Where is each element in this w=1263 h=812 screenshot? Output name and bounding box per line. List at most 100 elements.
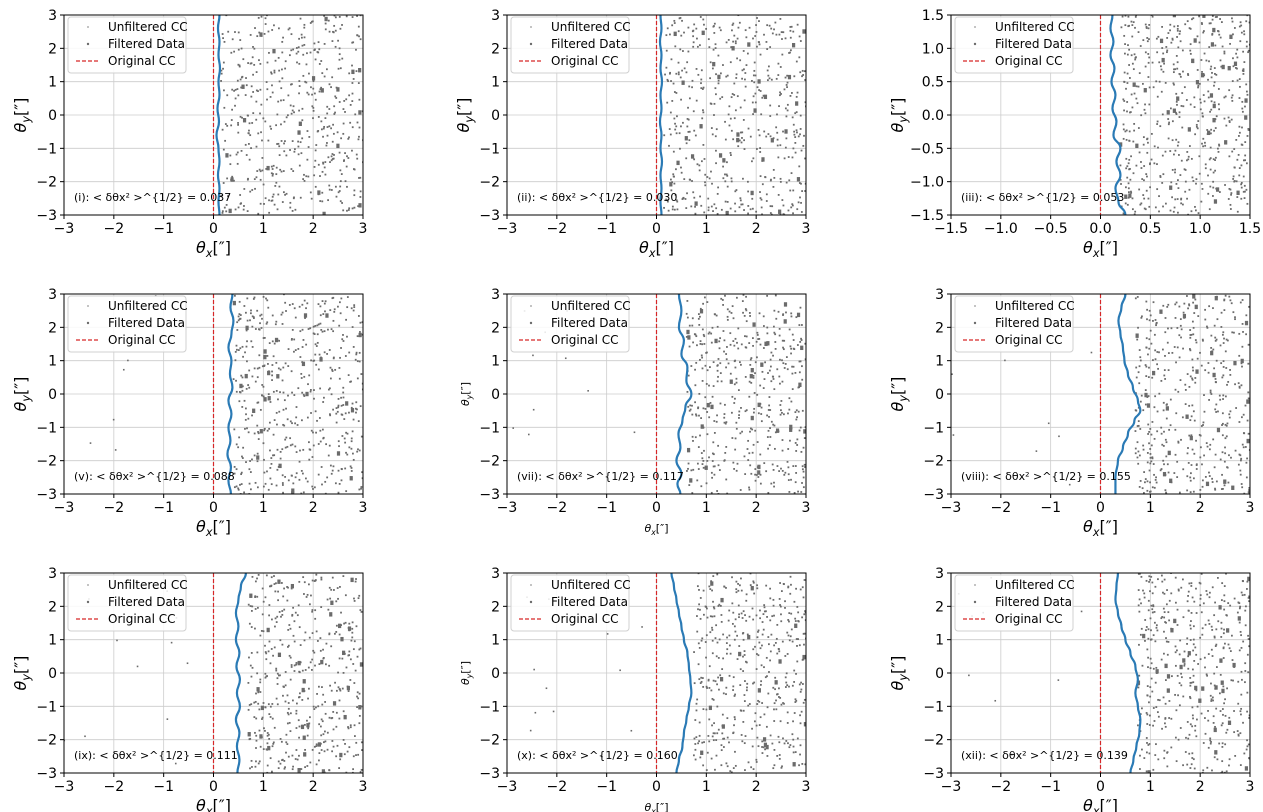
legend-box (510, 16, 630, 74)
data-point (1213, 129, 1215, 132)
data-point (782, 737, 784, 740)
data-point (233, 486, 236, 489)
data-point (686, 192, 688, 195)
data-point (723, 421, 726, 424)
data-point (1189, 49, 1192, 52)
data-point (1128, 158, 1131, 161)
data-point (788, 620, 790, 623)
data-point (281, 51, 284, 54)
data-point (757, 79, 761, 84)
data-point (294, 476, 297, 479)
data-point (1218, 605, 1222, 610)
data-point (1196, 705, 1199, 708)
data-point (784, 76, 787, 79)
data-point (1222, 331, 1225, 334)
data-point (729, 207, 732, 210)
data-point (308, 448, 311, 451)
data-point (293, 150, 296, 153)
data-point (1191, 596, 1194, 599)
data-point (231, 88, 234, 91)
x-tick-label: 1 (259, 221, 268, 237)
data-point (1214, 16, 1217, 18)
data-point (251, 325, 254, 328)
data-point (691, 30, 694, 33)
data-point (742, 177, 744, 180)
data-point (329, 377, 332, 380)
data-point (682, 197, 684, 200)
data-point (754, 429, 757, 432)
data-point (1204, 318, 1207, 321)
data-point (343, 437, 346, 440)
data-point (713, 732, 716, 735)
data-point (1199, 456, 1202, 459)
data-point (733, 402, 736, 404)
data-point (1224, 140, 1228, 145)
data-point (762, 628, 765, 631)
data-point (1145, 751, 1148, 754)
x-tick-label: −1 (153, 779, 174, 795)
data-point (259, 691, 262, 693)
data-point (361, 477, 363, 480)
data-point (781, 411, 783, 414)
data-point (277, 599, 279, 602)
data-point (351, 69, 355, 75)
data-point (1191, 448, 1194, 451)
data-point (702, 460, 705, 462)
data-point (303, 313, 308, 318)
data-point (242, 208, 245, 211)
data-point (1207, 362, 1210, 364)
data-point (289, 104, 292, 107)
data-point (318, 90, 321, 93)
y-tick-label: −1 (479, 420, 500, 436)
data-point (790, 478, 792, 481)
data-point (358, 594, 361, 597)
data-point (269, 585, 271, 588)
data-point (1176, 198, 1179, 200)
data-point (319, 637, 322, 639)
data-point (250, 675, 253, 678)
data-point (739, 684, 742, 686)
data-point (769, 365, 772, 368)
data-point (752, 581, 755, 584)
data-point (749, 464, 752, 467)
data-point (276, 615, 279, 618)
data-point (330, 588, 333, 591)
data-point (1035, 450, 1038, 452)
data-point (1200, 182, 1203, 185)
data-point (312, 106, 315, 109)
data-point (336, 744, 339, 747)
data-point (1211, 655, 1214, 657)
data-point (671, 205, 674, 208)
data-point (717, 358, 720, 360)
data-point (1144, 481, 1146, 484)
data-point (288, 721, 291, 724)
data-point (264, 197, 267, 200)
data-point (324, 480, 327, 483)
data-point (1172, 71, 1175, 74)
data-point (356, 335, 359, 338)
data-point (789, 49, 792, 52)
data-point (719, 72, 722, 75)
data-point (1217, 147, 1219, 150)
data-point (256, 651, 259, 654)
data-point (1192, 410, 1195, 413)
data-point (1223, 50, 1226, 53)
data-point (257, 212, 260, 215)
data-point (1246, 93, 1249, 96)
data-point (223, 206, 226, 209)
data-point (1137, 31, 1140, 34)
data-point (1153, 611, 1156, 613)
data-point (1189, 435, 1193, 441)
data-point (1188, 733, 1191, 736)
plot-area (526, 573, 806, 773)
data-point (1126, 72, 1129, 75)
data-point (696, 698, 699, 701)
data-point (736, 634, 739, 637)
data-point (1213, 672, 1216, 675)
data-point (791, 365, 794, 368)
data-point (304, 631, 307, 634)
x-tick-label: −1 (596, 779, 617, 795)
data-point (1192, 681, 1195, 684)
data-point (233, 294, 236, 297)
data-point (663, 134, 666, 137)
